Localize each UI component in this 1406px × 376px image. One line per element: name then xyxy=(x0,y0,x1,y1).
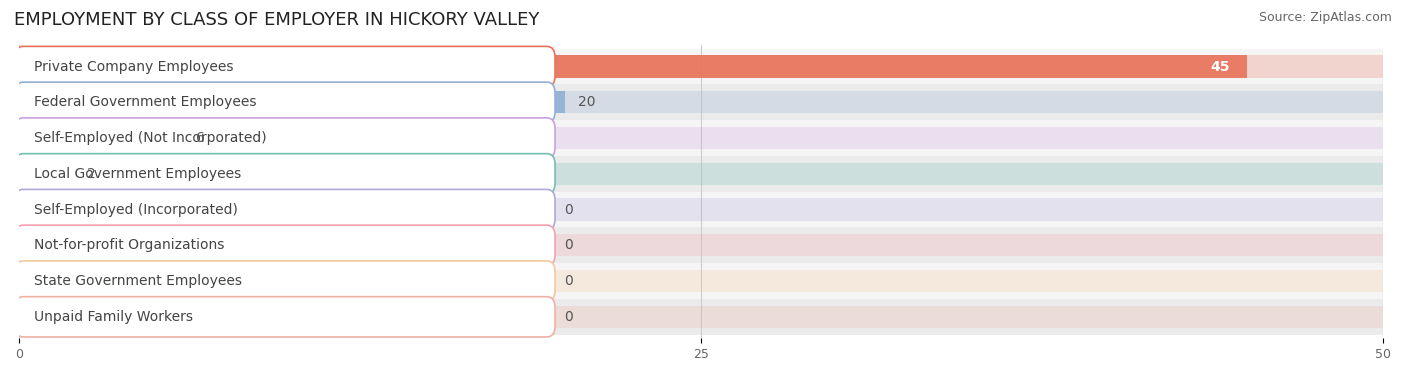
Bar xyxy=(20,299,1384,335)
FancyBboxPatch shape xyxy=(15,82,555,123)
Bar xyxy=(20,163,1384,185)
Text: EMPLOYMENT BY CLASS OF EMPLOYER IN HICKORY VALLEY: EMPLOYMENT BY CLASS OF EMPLOYER IN HICKO… xyxy=(14,11,540,29)
Text: 0: 0 xyxy=(565,310,574,324)
Bar xyxy=(20,163,73,185)
Bar xyxy=(20,127,1384,149)
Text: 0: 0 xyxy=(565,274,574,288)
FancyBboxPatch shape xyxy=(15,46,555,87)
Bar xyxy=(20,156,1384,192)
FancyBboxPatch shape xyxy=(15,118,555,158)
Text: Self-Employed (Not Incorporated): Self-Employed (Not Incorporated) xyxy=(34,131,267,145)
Bar xyxy=(20,55,1247,77)
FancyBboxPatch shape xyxy=(15,190,555,230)
Text: Source: ZipAtlas.com: Source: ZipAtlas.com xyxy=(1258,11,1392,24)
Bar xyxy=(20,199,1384,221)
FancyBboxPatch shape xyxy=(15,297,555,337)
Bar xyxy=(20,84,1384,120)
Bar xyxy=(20,120,1384,156)
Text: Local Government Employees: Local Government Employees xyxy=(34,167,242,181)
FancyBboxPatch shape xyxy=(15,154,555,194)
Bar xyxy=(20,227,1384,263)
Bar xyxy=(20,270,1384,292)
Bar xyxy=(20,91,1384,114)
Text: Unpaid Family Workers: Unpaid Family Workers xyxy=(34,310,193,324)
FancyBboxPatch shape xyxy=(15,225,555,265)
Bar xyxy=(20,306,1384,328)
Bar xyxy=(20,91,565,114)
Bar xyxy=(20,234,1384,256)
Bar xyxy=(20,55,1384,77)
Text: Self-Employed (Incorporated): Self-Employed (Incorporated) xyxy=(34,203,238,217)
Text: 0: 0 xyxy=(565,238,574,252)
Text: 20: 20 xyxy=(578,95,596,109)
Text: Federal Government Employees: Federal Government Employees xyxy=(34,95,256,109)
Text: 6: 6 xyxy=(197,131,205,145)
Text: Not-for-profit Organizations: Not-for-profit Organizations xyxy=(34,238,225,252)
FancyBboxPatch shape xyxy=(15,261,555,301)
Text: Private Company Employees: Private Company Employees xyxy=(34,59,233,74)
Bar xyxy=(20,192,1384,227)
Text: 45: 45 xyxy=(1211,59,1230,74)
Text: 2: 2 xyxy=(87,167,96,181)
Bar xyxy=(20,263,1384,299)
Bar xyxy=(20,127,183,149)
Bar xyxy=(20,49,1384,84)
Text: 0: 0 xyxy=(565,203,574,217)
Text: State Government Employees: State Government Employees xyxy=(34,274,242,288)
